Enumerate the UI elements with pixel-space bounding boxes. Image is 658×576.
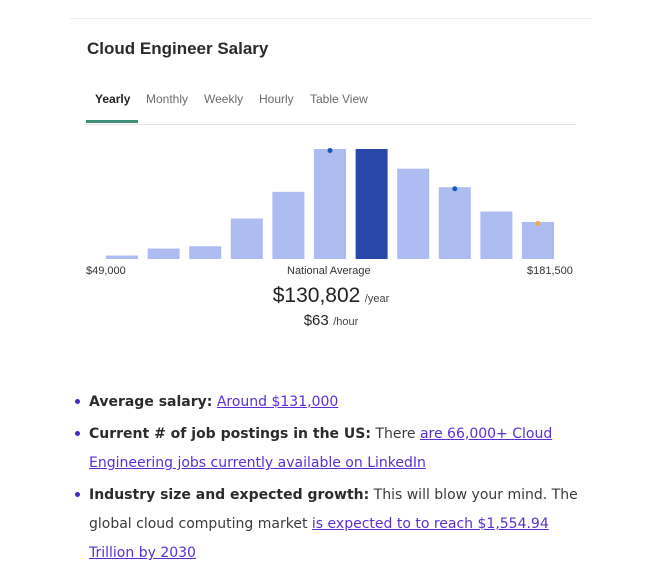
histogram-bar [522,221,554,259]
bullet-icon [75,492,80,497]
tab-yearly[interactable]: Yearly [95,92,131,106]
histogram-bar-highlighted [355,149,388,259]
histogram-bar [480,211,513,259]
salary-facts-list: Average salary: Around $131,000 Current … [74,388,594,571]
fact-label: Industry size and expected growth: [89,487,370,503]
tab-hourly[interactable]: Hourly [259,92,294,106]
yearly-salary-unit: /year [364,293,390,305]
fact-label: Average salary: [89,394,213,410]
fact-text: This will blow your mind. The global clo… [89,487,578,532]
histogram-bar [106,255,138,259]
histogram-bar [272,191,305,259]
period-tabs: Yearly Monthly Weekly Hourly Table View [86,84,576,125]
hourly-salary-value: $63 [303,312,329,329]
bullet-icon [75,431,80,436]
x-min-label: $49,000 [86,265,126,277]
average-salary-link[interactable]: Around $131,000 [216,394,339,410]
tab-weekly[interactable]: Weekly [204,92,244,106]
histogram-bar [314,149,346,259]
fact-text: There [370,426,420,442]
bar-marker-dot [452,186,458,192]
fact-label: Current # of job postings in the US: [89,426,371,442]
hourly-salary-row: $63 /hour [0,312,658,330]
histogram-bar [147,248,180,259]
job-postings-link[interactable]: are 66,000+ Cloud Engineering jobs curre… [89,426,553,471]
histogram-bar [189,246,222,259]
yearly-salary-row: $130,802 /year [0,284,658,308]
active-tab-indicator [86,120,138,123]
list-item: Average salary: Around $131,000 [74,388,594,417]
list-item: Current # of job postings in the US: The… [74,420,594,478]
yearly-salary-value: $130,802 [272,284,361,307]
bullet-icon [75,399,80,404]
salary-widget-title: Cloud Engineer Salary [87,39,269,58]
bar-marker-dot [327,148,333,153]
histogram-bar [230,218,263,259]
top-divider [70,18,592,19]
national-average-label: National Average [287,265,371,277]
market-growth-link[interactable]: is expected to to reach $1,554.94 Trilli… [89,516,549,561]
list-item: Industry size and expected growth: This … [74,481,594,568]
histogram-bar [438,187,471,259]
hourly-salary-unit: /hour [333,316,359,328]
salary-distribution-chart [106,148,554,259]
tab-monthly[interactable]: Monthly [146,92,189,106]
histogram-bar [397,168,430,259]
tab-table-view[interactable]: Table View [310,92,368,106]
x-max-label: $181,500 [527,265,573,277]
bar-marker-dot [535,220,541,226]
